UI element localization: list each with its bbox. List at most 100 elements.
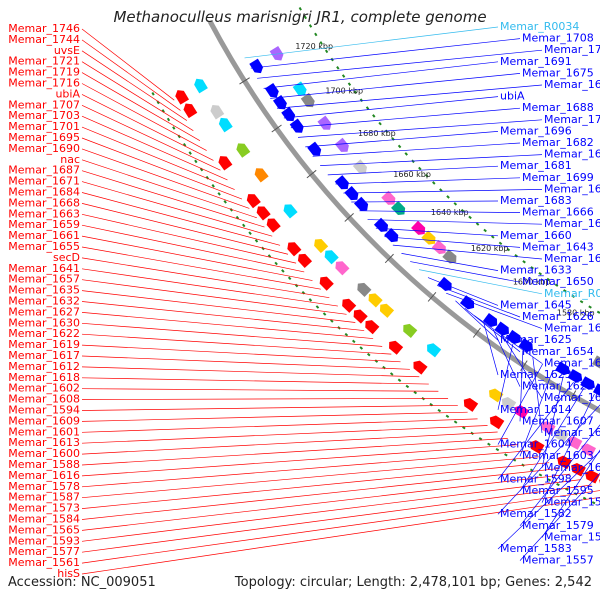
left-gene-label: Memar_1746 — [8, 22, 80, 35]
kbp-tick-label: 1680 kbp — [358, 129, 396, 138]
reverse-gene-arrow — [384, 228, 399, 243]
kbp-tick-label: 1720 kbp — [295, 42, 333, 51]
left-label-leader — [81, 61, 194, 131]
right-gene-label: Memar_1583 — [500, 542, 572, 555]
left-gene-label: Memar_1602 — [8, 382, 80, 395]
gene-feature-box — [591, 355, 600, 369]
left-label-leader — [81, 484, 592, 553]
left-label-leader — [81, 104, 221, 171]
reverse-gene-arrow — [272, 94, 287, 110]
gene-feature-box — [514, 405, 530, 420]
right-label-leader — [502, 336, 543, 399]
left-label-leader — [81, 235, 313, 281]
left-label-leader — [81, 83, 207, 151]
gene-feature-box — [300, 92, 315, 108]
reverse-gene-arrow — [567, 369, 583, 383]
right-gene-label: ubiA — [500, 90, 525, 103]
right-gene-label: Memar_1713 — [544, 43, 600, 56]
left-label-leader — [81, 28, 175, 101]
gene-feature-box — [567, 436, 583, 450]
left-gene-label: Memar_1609 — [8, 414, 80, 427]
right-label-leader — [257, 49, 543, 79]
right-gene-label: Memar_1648 — [544, 217, 600, 230]
right-gene-label: Memar_1643 — [522, 240, 594, 253]
right-gene-label: Memar_1691 — [500, 55, 572, 68]
right-label-leader — [270, 73, 521, 99]
right-gene-label: Memar_1579 — [522, 519, 594, 532]
right-label-leader — [446, 292, 543, 329]
right-label-leader — [497, 363, 544, 445]
left-label-leader — [81, 462, 550, 509]
gene-feature-box — [236, 143, 251, 158]
left-label-leader — [81, 366, 420, 378]
right-label-leader — [541, 449, 600, 538]
left-label-leader — [81, 468, 560, 520]
left-gene-label: Memar_1601 — [8, 425, 80, 438]
right-label-leader — [483, 322, 499, 376]
left-gene-label: Memar_1616 — [8, 469, 80, 482]
kbp-tick-label: 1620 kbp — [471, 244, 509, 253]
left-label-leader — [81, 257, 330, 299]
right-gene-label: Memar_1634 — [544, 356, 600, 369]
forward-gene-arrow — [489, 415, 505, 430]
right-gene-label: Memar_1623 — [500, 368, 572, 381]
right-gene-label: Memar_1614 — [500, 403, 572, 416]
right-label-leader — [519, 369, 554, 457]
left-gene-label: Memar_1744 — [8, 33, 80, 46]
right-label-leader — [312, 142, 521, 157]
reverse-gene-arrow — [459, 295, 475, 310]
left-gene-label: Memar_1695 — [8, 131, 80, 144]
right-gene-label: Memar_R0029 — [544, 287, 600, 300]
forward-gene-arrow — [353, 309, 368, 324]
left-label-leader — [81, 425, 488, 444]
right-gene-label: Memar_1620 — [544, 426, 600, 439]
right-label-leader — [455, 300, 499, 341]
gene-feature-box — [368, 293, 383, 308]
right-gene-label: Memar_1557 — [522, 554, 594, 567]
left-gene-label: Memar_1618 — [8, 371, 80, 384]
left-gene-label: Memar_1587 — [8, 491, 80, 504]
left-label-leader — [81, 181, 273, 237]
left-label-leader — [81, 431, 498, 455]
left-gene-label: Memar_1622 — [8, 327, 80, 340]
forward-gene-arrow — [413, 360, 428, 375]
left-gene-label: Memar_1635 — [8, 284, 80, 297]
left-label-leader — [81, 94, 214, 161]
left-gene-label: Memar_1594 — [8, 404, 80, 417]
right-label-leader — [497, 450, 600, 550]
left-label-leader — [81, 159, 257, 219]
left-gene-label: Memar_1707 — [8, 98, 80, 111]
left-gene-label: Memar_1716 — [8, 77, 80, 90]
forward-gene-arrow — [246, 194, 261, 209]
gene-feature-box — [442, 249, 457, 264]
right-gene-label: Memar_1682 — [522, 136, 594, 149]
right-gene-label: Memar_1645 — [500, 298, 572, 311]
left-label-leader — [81, 39, 181, 111]
gene-feature-box — [352, 159, 367, 174]
left-gene-label: Memar_1578 — [8, 480, 80, 493]
right-gene-label: Memar_1699 — [522, 171, 594, 184]
forward-gene-arrow — [389, 340, 404, 355]
left-label-leader — [81, 312, 374, 339]
right-label-leader — [276, 84, 543, 109]
left-label-leader — [81, 450, 529, 488]
right-label-leader — [283, 96, 499, 119]
right-gene-label: Memar_1681 — [500, 159, 572, 172]
gene-feature-box — [335, 261, 350, 276]
right-gene-label: Memar_1650 — [522, 275, 594, 288]
right-gene-label: Memar_1696 — [500, 124, 572, 137]
kbp-tick-label: 1660 kbp — [393, 170, 431, 179]
gene-feature-box — [283, 204, 298, 219]
gene-feature-box — [431, 239, 446, 255]
right-gene-label: Memar_1683 — [500, 194, 572, 207]
right-label-leader — [392, 244, 543, 260]
reverse-gene-arrow — [307, 141, 322, 156]
right-gene-label: Memar_1582 — [500, 507, 572, 520]
right-label-leader — [497, 404, 600, 515]
right-gene-label: Memar_1654 — [522, 345, 594, 358]
gene-feature-box — [210, 104, 225, 120]
right-gene-label: Memar_1624 — [544, 391, 600, 404]
left-label-leader — [81, 50, 188, 121]
right-gene-label: Memar_1662 — [544, 182, 600, 195]
